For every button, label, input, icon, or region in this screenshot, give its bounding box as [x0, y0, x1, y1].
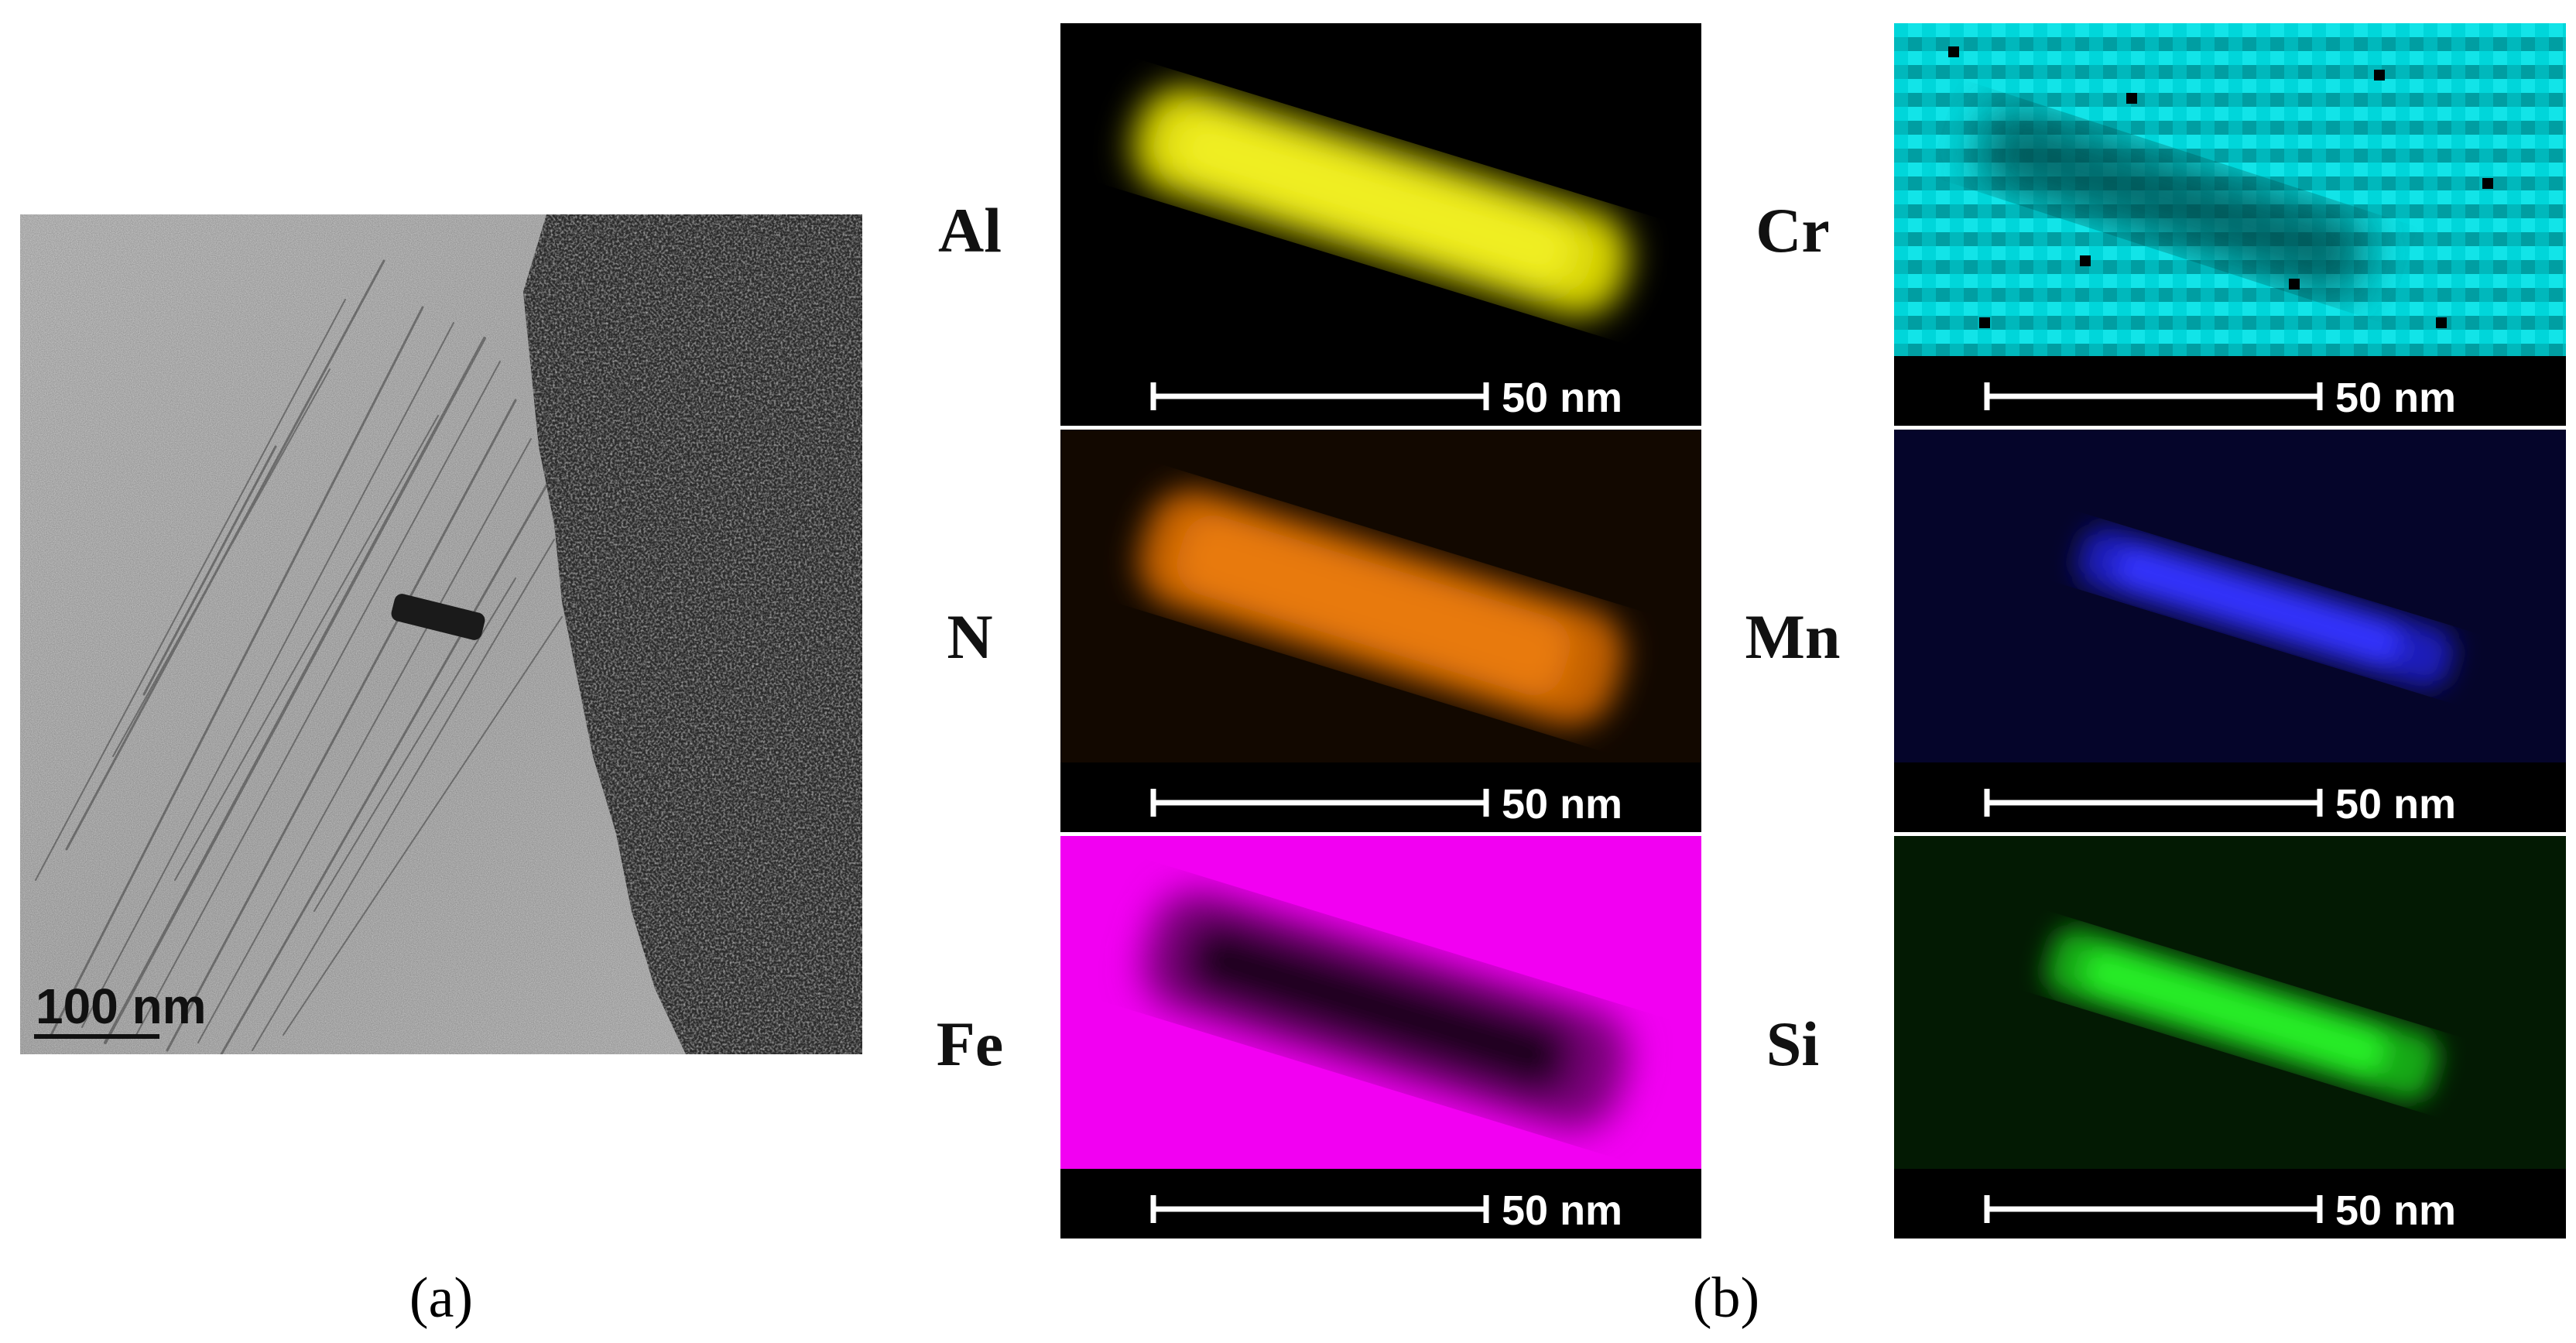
element-label-al: Al — [938, 195, 1002, 266]
eds-map-cr: 50 nm — [1894, 23, 2566, 426]
fe-scale-bar-text: 50 nm — [1502, 1187, 1622, 1234]
tem-image: 100 nm — [20, 214, 862, 1054]
al-scale-bar-text: 50 nm — [1502, 375, 1622, 421]
panel-b-label: (b) — [1692, 1266, 1760, 1330]
si-scale-bar-text: 50 nm — [2335, 1187, 2456, 1234]
tem-scale-bar-text: 100 nm — [36, 978, 207, 1034]
eds-map-mn: 50 nm — [1894, 430, 2566, 832]
mn-scale-bar-text: 50 nm — [2335, 781, 2456, 827]
eds-map-n: 50 nm — [1060, 430, 1701, 832]
element-label-si: Si — [1766, 1009, 1820, 1079]
eds-map-al: 50 nm — [1060, 23, 1701, 426]
n-scale-bar-text: 50 nm — [1502, 781, 1622, 827]
cr-scale-bar-text: 50 nm — [2335, 375, 2456, 421]
element-label-n: N — [947, 601, 993, 672]
element-label-mn: Mn — [1745, 601, 1841, 672]
eds-map-fe: 50 nm — [1060, 836, 1701, 1239]
eds-map-si: 50 nm — [1894, 836, 2566, 1239]
element-label-cr: Cr — [1756, 195, 1830, 266]
panel-a-label: (a) — [409, 1266, 474, 1330]
element-label-fe: Fe — [936, 1009, 1004, 1079]
